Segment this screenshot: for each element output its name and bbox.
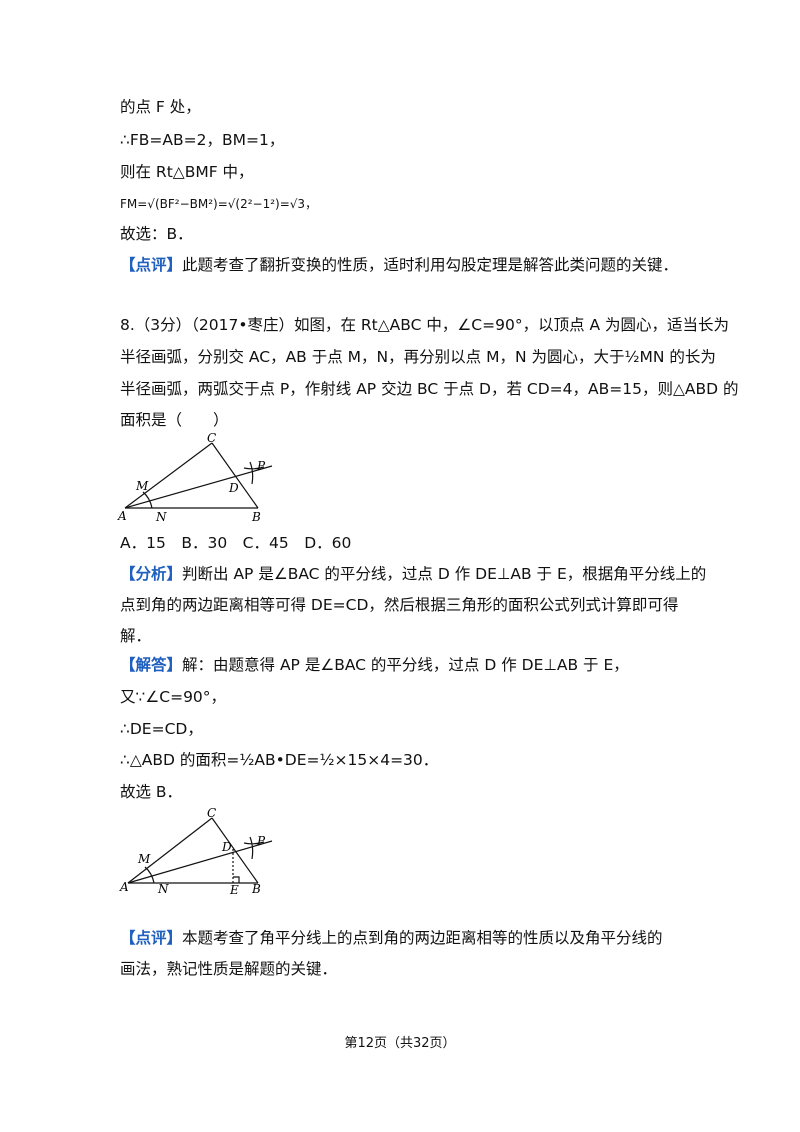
arc <box>243 461 265 485</box>
label: M <box>137 852 151 866</box>
label: D <box>228 481 239 495</box>
arc <box>243 836 265 860</box>
comment: 【点评】此题考查了翻折变换的性质，适时利用勾股定理是解答此类问题的关键． <box>120 255 678 275</box>
text-line: 【点评】本题考查了角平分线上的点到角的两边距离相等的性质以及角平分线的 <box>120 928 663 948</box>
options: A．15 B．30 C．45 D．60 <box>120 534 352 552</box>
footer: 第12页（共32页） <box>344 1036 456 1051</box>
label: M <box>135 479 149 493</box>
right-angle <box>233 876 240 883</box>
label: N <box>155 510 167 524</box>
label: A <box>119 880 129 894</box>
tag: 【点评】 <box>120 256 183 274</box>
label: A <box>117 509 127 523</box>
tag: 【解答】 <box>120 656 183 674</box>
text-line: 的点 F 处， <box>120 98 201 116</box>
text-line: 点到角的两边距离相等可得 DE=CD，然后根据三角形的面积公式列式计算即可得 <box>120 596 679 614</box>
text-line: ∴DE=CD， <box>120 720 203 738</box>
label: B <box>251 510 261 524</box>
segment <box>127 817 213 884</box>
figure: C M P D A N E B <box>119 806 273 897</box>
segment <box>124 442 213 509</box>
label: P <box>256 459 266 473</box>
label: B <box>251 882 261 896</box>
text-line: 故选 B． <box>120 783 183 801</box>
text-line: FM=√(BF²−BM²)=√(2²−1²)=√3， <box>120 197 318 211</box>
text-line: 半径画弧，分别交 AC，AB 于点 M，N，再分别以点 M，N 为圆心，大于½M… <box>120 348 716 366</box>
label: D <box>221 840 232 854</box>
text-line: ∴FB=AB=2，BM=1， <box>120 131 285 149</box>
figure: C M P D A N B <box>117 431 273 524</box>
label: P <box>256 834 266 848</box>
label: N <box>157 882 169 896</box>
label: C <box>207 431 216 445</box>
segment <box>211 442 259 509</box>
segment <box>211 817 259 884</box>
text-line: 【分析】判断出 AP 是∠BAC 的平分线，过点 D 作 DE⊥AB 于 E，根… <box>120 564 706 584</box>
text-line: 面积是（ ） <box>120 411 229 429</box>
text: 判断出 AP 是∠BAC 的平分线，过点 D 作 DE⊥AB 于 E，根据角平分… <box>182 565 707 583</box>
text-line: 故选：B． <box>120 225 193 243</box>
text-line: 8.（3分）（2017•枣庄）如图，在 Rt△ABC 中，∠C=90°，以顶点 … <box>120 316 730 334</box>
text-line: 又∵∠C=90°， <box>120 688 227 706</box>
text-line: 半径画弧，两弧交于点 P，作射线 AP 交边 BC 于点 D，若 CD=4，AB… <box>120 380 739 398</box>
tag: 【分析】 <box>120 565 183 583</box>
text-line: 【解答】解：由题意得 AP 是∠BAC 的平分线，过点 D 作 DE⊥AB 于 … <box>120 655 629 675</box>
text: 解：由题意得 AP 是∠BAC 的平分线，过点 D 作 DE⊥AB 于 E， <box>182 656 629 674</box>
text-line: 画法，熟记性质是解题的关键． <box>120 960 338 978</box>
label: E <box>229 883 239 897</box>
text-line: 解． <box>120 627 152 645</box>
label: C <box>207 806 216 820</box>
tag: 【点评】 <box>120 929 183 947</box>
arc <box>144 866 155 884</box>
text: 本题考查了角平分线上的点到角的两边距离相等的性质以及角平分线的 <box>182 929 663 947</box>
arc <box>142 491 153 509</box>
text-line: ∴△ABD 的面积=½AB•DE=½×15×4=30． <box>120 751 439 769</box>
text: 此题考查了翻折变换的性质，适时利用勾股定理是解答此类问题的关键． <box>182 256 679 274</box>
text-line: 则在 Rt△BMF 中， <box>120 163 254 181</box>
